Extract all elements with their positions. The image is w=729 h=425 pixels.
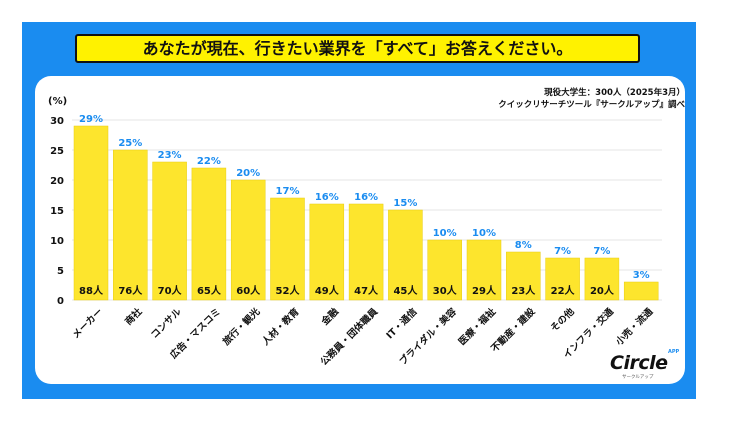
bar [427, 239, 462, 301]
bar-count-label: 23人 [511, 284, 536, 297]
bar [113, 149, 148, 301]
y-tick-label: 20 [50, 176, 64, 187]
bar-count-label: 88人 [79, 284, 104, 297]
x-tick-label: 金融 [318, 305, 341, 328]
x-tick-label: コンサル [149, 306, 184, 341]
bar-count-label: 52人 [276, 284, 301, 297]
source-line-2: クイックリサーチツール『サークルアップ』調べ [498, 100, 685, 110]
bar-value-label: 25% [118, 138, 142, 149]
bar-value-label: 20% [236, 168, 260, 179]
bar-count-label: 29人 [472, 284, 497, 297]
y-tick-label: 5 [57, 266, 64, 277]
bar-value-label: 7% [554, 246, 571, 257]
x-tick-label: 旅行・観光 [220, 305, 262, 347]
bar-value-label: 22% [197, 156, 221, 167]
y-tick-label: 30 [50, 116, 64, 127]
bars [73, 125, 659, 301]
bar [73, 125, 109, 301]
bar-count-label: 76人 [118, 284, 143, 297]
chart-title: あなたが現在、行きたい業界を「すべて」お答えください。 [75, 34, 640, 63]
bar-value-label: 7% [593, 246, 610, 257]
y-tick-label: 25 [50, 146, 64, 157]
bar-value-label: 3% [633, 270, 650, 281]
bar-value-label: 29% [79, 114, 103, 125]
x-tick-label: 医療・福祉 [456, 305, 498, 347]
x-tick-label: 小売・流通 [613, 305, 656, 348]
bar-value-label: 15% [393, 198, 417, 209]
bar-value-label: 16% [354, 192, 378, 203]
bar [270, 197, 305, 301]
bar [584, 257, 620, 301]
bar-count-label: 65人 [197, 284, 222, 297]
x-tick-label: 商社 [122, 305, 144, 327]
bar [623, 281, 659, 301]
bar-value-label: 10% [433, 228, 457, 239]
bar-count-label: 60人 [236, 284, 261, 297]
bar-value-label: 23% [158, 150, 182, 161]
y-tick-label: 15 [50, 206, 64, 217]
bar [348, 203, 384, 301]
x-tick-label: メーカー [70, 306, 105, 341]
bar-count-label: 22人 [551, 284, 576, 297]
bar-value-label: 16% [315, 192, 339, 203]
logo-word: Circle [610, 352, 668, 374]
circle-app-logo: Circle APP サークルアップ [610, 349, 690, 382]
x-tick-label: 人材・教育 [260, 305, 302, 347]
bar-value-label: 17% [276, 186, 300, 197]
bar [466, 239, 502, 301]
bar [152, 161, 187, 301]
y-axis-label: (%) [48, 96, 67, 107]
bar-count-label: 20人 [590, 284, 615, 297]
x-tick-label: IT・通信 [384, 305, 420, 341]
y-tick-label: 10 [50, 236, 64, 247]
y-tick-labels: 0 5 10 15 20 25 30 [50, 116, 64, 307]
bar-count-label: 47人 [354, 284, 379, 297]
bar [191, 167, 227, 301]
logo-superscript: APP [668, 349, 680, 355]
logo-subtext: サークルアップ [622, 375, 654, 380]
bar-labels: 29% 88人 25% 76人 23% 70人 22% 65人 20% 60人 17% 52人 16% 4… [79, 114, 650, 297]
bar [230, 179, 266, 301]
bar-count-label: 30人 [433, 284, 458, 297]
x-tick-label: その他 [548, 305, 577, 334]
source-note: 現役大学生：300人（2025年3月） クイックリサーチツール『サークルアップ』… [498, 87, 685, 111]
bar [388, 209, 423, 301]
bar [309, 203, 345, 301]
y-tick-label: 0 [57, 296, 64, 307]
source-line-1: 現役大学生：300人（2025年3月） [544, 88, 685, 98]
bar-value-label: 10% [472, 228, 496, 239]
bar-value-label: 8% [515, 240, 532, 251]
bar-count-label: 45人 [393, 284, 418, 297]
bar [506, 251, 541, 301]
bar-count-label: 70人 [158, 284, 183, 297]
bar [545, 257, 580, 301]
bar-count-label: 49人 [315, 284, 340, 297]
